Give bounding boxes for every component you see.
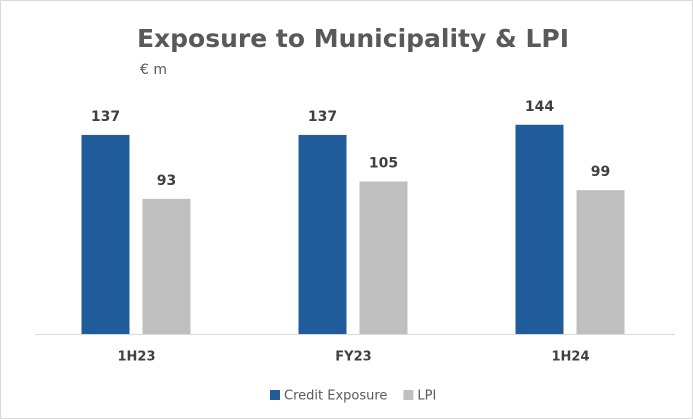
x-tick-label: 1H24 [551,350,589,365]
value-label: 105 [369,155,398,171]
value-label: 99 [591,164,610,180]
value-label: 137 [308,109,337,125]
value-label: 93 [157,173,176,189]
value-label: 144 [525,99,554,115]
value-label: 137 [91,109,120,125]
bar [142,198,191,334]
bar [515,124,564,334]
x-tick-label: FY23 [335,350,371,365]
legend-label: LPI [417,389,436,404]
chart-title: Exposure to Municipality & LPI [137,24,569,53]
chart-subtitle: € m [140,62,167,78]
x-tick-label: 1H23 [117,350,155,365]
legend-label: Credit Exposure [284,389,387,404]
bar [298,134,347,334]
legend-swatch [270,390,280,400]
legend-swatch [403,390,414,400]
bar [81,134,130,334]
bar [576,190,625,334]
bar [359,181,408,334]
